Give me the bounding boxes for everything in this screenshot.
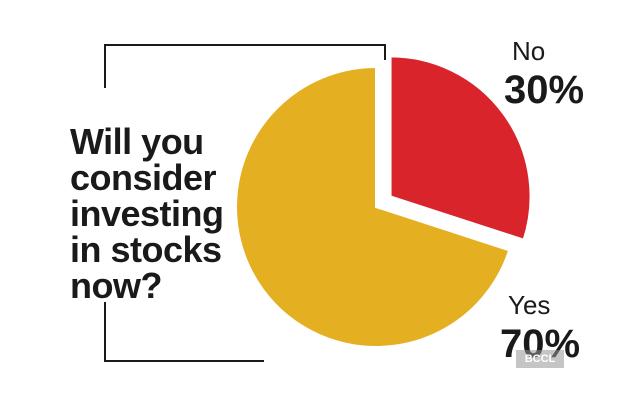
frame-line-left-upper	[104, 44, 106, 88]
pie-slice-yes	[235, 65, 511, 348]
question-line: consider	[70, 157, 217, 198]
survey-question: Will you consider investing in stocks no…	[70, 124, 290, 304]
question-line: in stocks	[70, 229, 222, 270]
frame-line-left-lower	[104, 302, 106, 362]
question-line: investing	[70, 193, 224, 234]
slice-value-no: 30%	[504, 68, 585, 112]
slice-label-yes: Yes	[508, 290, 551, 320]
question-line: now?	[70, 265, 162, 306]
question-line: Will you	[70, 121, 204, 162]
pie-slice-no	[389, 55, 532, 241]
frame-line-bottom	[104, 360, 264, 362]
frame-line-top-tick	[384, 44, 386, 60]
bccl-watermark: BCCL	[516, 350, 564, 368]
frame-line-top	[104, 44, 386, 46]
slice-label-no: No	[512, 36, 546, 66]
